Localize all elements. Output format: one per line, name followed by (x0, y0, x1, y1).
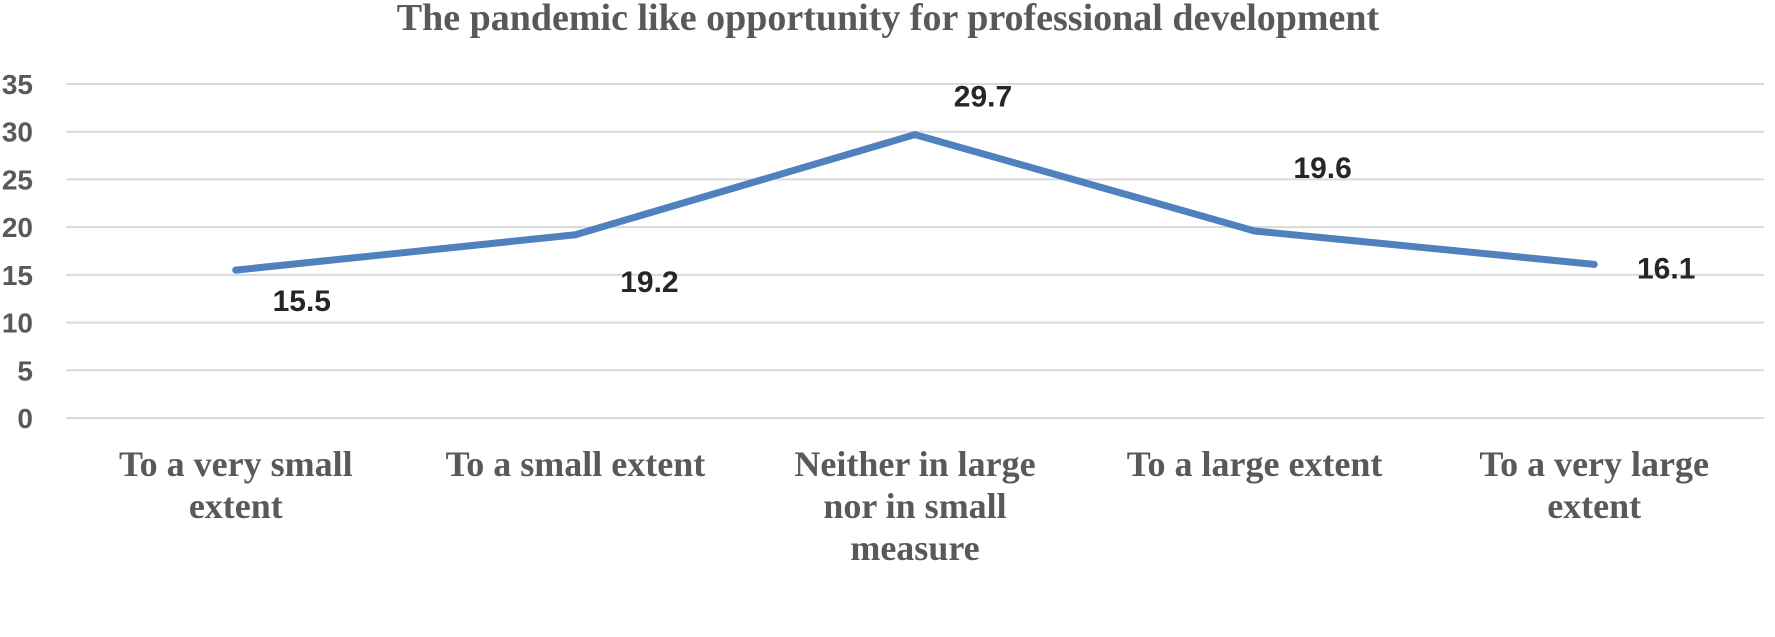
y-tick-label: 15 (2, 260, 33, 291)
series-line-0 (232, 131, 1598, 274)
x-tick-label-line: To a very small (119, 444, 353, 484)
data-point-0 (232, 266, 240, 274)
x-tick-label: To a very small extent (119, 444, 353, 526)
data-label-2: 29.7 (954, 81, 1012, 114)
x-tick-label: To a large extent (1127, 444, 1383, 484)
data-point-1 (571, 231, 579, 239)
data-label-1: 19.2 (620, 266, 678, 299)
data-labels: 15.5 19.2 29.7 19.6 16.1 (273, 81, 1696, 319)
x-tick-label: To a very large extent (1479, 444, 1709, 526)
x-tick-label-line: To a small extent (446, 444, 706, 484)
x-tick-label-line: nor in small (823, 486, 1006, 526)
x-tick-label-line: To a large extent (1127, 444, 1383, 484)
y-tick-label: 35 (2, 69, 33, 100)
x-tick-label-line: To a very large (1479, 444, 1709, 484)
x-tick-label-line: measure (850, 528, 979, 568)
data-point-2 (911, 131, 919, 139)
x-tick-label-line: extent (1547, 486, 1641, 526)
data-point-4 (1590, 260, 1598, 268)
chart-title: The pandemic like opportunity for profes… (397, 0, 1380, 39)
y-tick-label: 5 (17, 355, 33, 386)
y-tick-label: 20 (2, 212, 33, 243)
series-layer (232, 131, 1598, 274)
y-axis-ticks: 0 5 10 15 20 25 30 35 (2, 69, 33, 434)
x-tick-label: To a small extent (446, 444, 706, 484)
data-label-3: 19.6 (1293, 152, 1351, 185)
x-tick-label-line: Neither in large (794, 444, 1035, 484)
gridlines (66, 83, 1764, 419)
x-tick-label: Neither in large nor in small measure (794, 444, 1035, 568)
data-point-3 (1251, 227, 1259, 235)
y-tick-label: 0 (17, 403, 33, 434)
y-tick-label: 30 (2, 117, 33, 148)
y-tick-label: 10 (2, 308, 33, 339)
y-tick-label: 25 (2, 164, 33, 195)
x-tick-label-line: extent (189, 486, 283, 526)
data-label-0: 15.5 (273, 285, 331, 318)
data-label-4: 16.1 (1637, 252, 1695, 285)
